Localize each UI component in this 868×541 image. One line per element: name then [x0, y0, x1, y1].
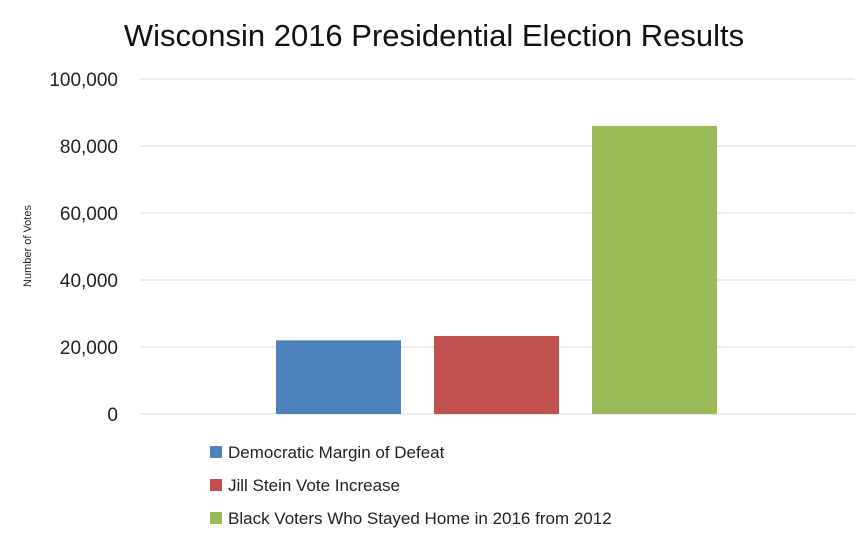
- chart-title: Wisconsin 2016 Presidential Election Res…: [124, 18, 744, 53]
- legend-swatch: [210, 512, 222, 524]
- y-tick-label: 20,000: [60, 338, 118, 359]
- legend-label: Democratic Margin of Defeat: [228, 443, 445, 462]
- gridlines: [140, 78, 855, 415]
- y-tick-label: 60,000: [60, 204, 118, 225]
- legend-label: Jill Stein Vote Increase: [228, 476, 400, 495]
- bar-1: [276, 340, 401, 414]
- legend-label: Black Voters Who Stayed Home in 2016 fro…: [228, 509, 612, 528]
- y-tick-label: 100,000: [49, 70, 118, 91]
- y-tick-label: 80,000: [60, 137, 118, 158]
- bars: [276, 125, 717, 415]
- bar-2: [434, 335, 559, 414]
- y-axis-ticks: 0 20,000 40,000 60,000 80,000 100,000: [49, 70, 118, 426]
- y-axis-label: Number of Votes: [22, 205, 34, 287]
- y-tick-label: 40,000: [60, 271, 118, 292]
- legend-swatch: [210, 446, 222, 458]
- legend: Democratic Margin of Defeat Jill Stein Vo…: [210, 443, 612, 528]
- bar-3: [592, 125, 717, 415]
- y-tick-label: 0: [107, 405, 118, 426]
- legend-swatch: [210, 479, 222, 491]
